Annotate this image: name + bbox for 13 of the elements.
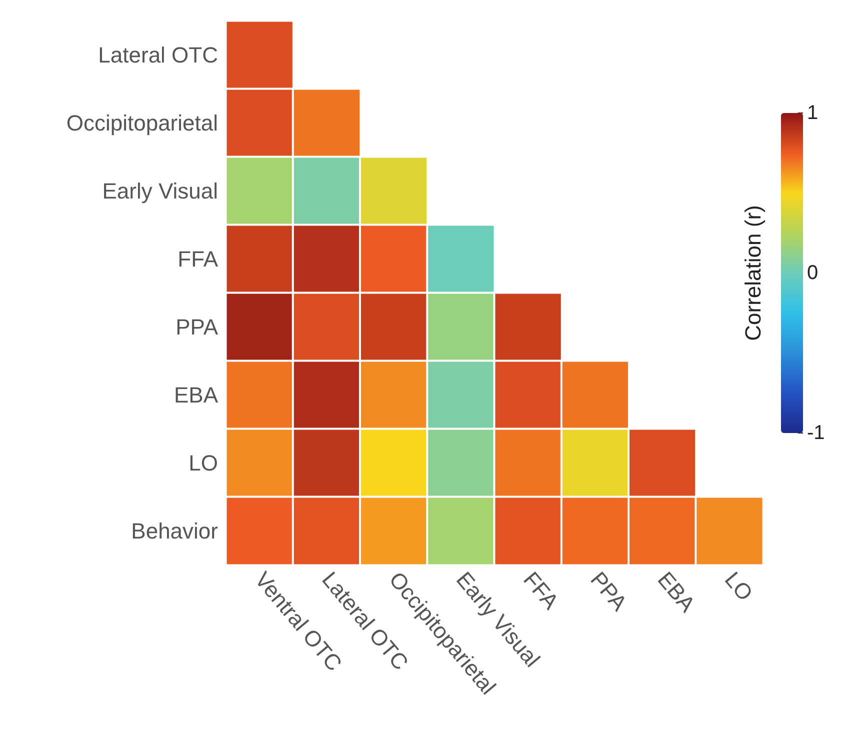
color-bar-label: 0: [807, 262, 818, 284]
x-tick-label: LO: [720, 566, 758, 606]
color-bar-label: 1: [807, 102, 818, 124]
y-tick-label: Behavior: [131, 518, 218, 544]
color-bar-title: Correlation (r): [740, 205, 766, 341]
color-bar-label: -1: [807, 422, 825, 444]
y-tick-label: Occipitoparietal: [66, 110, 218, 136]
y-tick-label: Early Visual: [102, 178, 218, 204]
y-tick-label: FFA: [178, 246, 218, 272]
y-tick-label: LO: [188, 450, 218, 476]
y-tick-label: EBA: [174, 382, 218, 408]
y-tick-label: Lateral OTC: [98, 42, 218, 68]
y-tick-label: PPA: [176, 314, 218, 340]
